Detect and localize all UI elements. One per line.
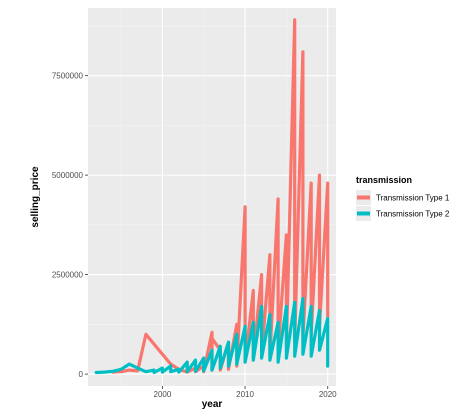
series-line-type2: [94, 296, 330, 375]
series-lines: [94, 18, 330, 375]
series-line-type1: [111, 18, 330, 374]
x-tick-label: 2020: [319, 390, 337, 399]
legend-label-type1: Transmission Type 1: [376, 194, 450, 203]
axes: 2000 2010 2020 0 2500000 5000000 7500000: [52, 72, 337, 399]
legend: transmission Transmission Type 1 Transmi…: [356, 175, 450, 221]
y-tick-label: 7500000: [52, 72, 84, 81]
legend-label-type2: Transmission Type 2: [376, 210, 450, 219]
x-tick-label: 2010: [236, 390, 254, 399]
legend-title: transmission: [356, 175, 412, 185]
x-axis-title: year: [202, 399, 223, 410]
y-axis-title: selling_price: [30, 166, 41, 228]
y-tick-label: 0: [79, 370, 84, 379]
x-tick-label: 2000: [154, 390, 172, 399]
legend-item-type2: Transmission Type 2: [356, 206, 450, 221]
y-tick-label: 2500000: [52, 271, 84, 280]
y-tick-label: 5000000: [52, 171, 84, 180]
legend-item-type1: Transmission Type 1: [356, 190, 450, 205]
